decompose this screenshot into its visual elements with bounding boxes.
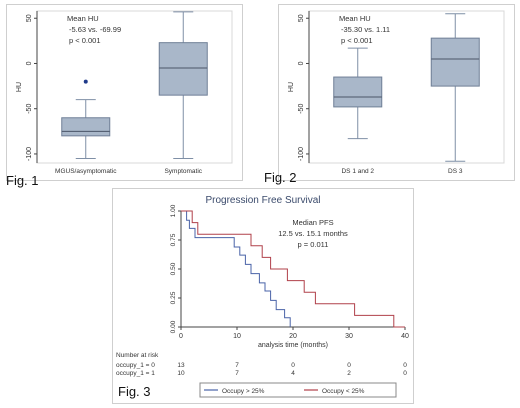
- survival-curve-1: [181, 210, 291, 327]
- box-iqr: [158, 42, 208, 96]
- annotation-line: -35.30 vs. 1.11: [341, 25, 390, 34]
- fig1-label: Fig. 1: [6, 173, 39, 188]
- fig2-label: Fig. 2: [264, 170, 297, 185]
- x-tick-label: 10: [233, 333, 241, 340]
- risk-table-value: 13: [177, 362, 185, 369]
- x-tick-label: 0: [179, 333, 183, 340]
- y-tick-label: -100: [298, 147, 305, 161]
- survival-curve-2: [181, 210, 405, 328]
- risk-table-row-label: occupy_1 = 1: [116, 370, 155, 377]
- y-tick-label: -50: [26, 104, 33, 114]
- y-tick-label: 0.75: [170, 233, 177, 246]
- annotation-line: 12.5 vs. 15.1 months: [278, 229, 348, 238]
- x-category-label: MGUS/asymptomatic: [55, 168, 117, 175]
- annotation-line: Mean HU: [67, 14, 99, 23]
- fig3-panel: Progression Free Survival 0.00 0.25 0.50 0.7…: [112, 188, 414, 404]
- x-tick-label: 40: [401, 333, 409, 340]
- x-category-label: Symptomatic: [164, 168, 202, 175]
- y-axis-label: HU: [288, 82, 295, 92]
- risk-table-value: 0: [291, 362, 295, 369]
- outlier-point: [83, 79, 88, 84]
- box-2: [158, 11, 208, 159]
- annotation-line: p < 0.001: [69, 36, 101, 45]
- fig1-panel: -100 -50 0 50 HU Mean HU -5.63 vs. -69.99 p < 0…: [6, 4, 243, 181]
- annotation-line: Mean HU: [339, 14, 371, 23]
- box-iqr: [61, 117, 111, 137]
- box-2: [430, 13, 480, 162]
- box-1: [333, 47, 383, 140]
- box-1: [61, 79, 111, 159]
- risk-table-heading: Number at risk: [116, 352, 159, 359]
- y-tick-label: 0.00: [170, 320, 177, 333]
- risk-table-value: 10: [177, 370, 185, 377]
- fig2-panel: -100 -50 0 50 HU Mean HU -35.30 vs. 1.11 p < 0.…: [278, 4, 515, 181]
- y-tick-label: 0: [26, 61, 33, 65]
- fig3-label: Fig. 3: [118, 384, 151, 399]
- y-tick-label: -50: [298, 104, 305, 114]
- y-tick-label: 0: [298, 61, 305, 65]
- chart-title: Progression Free Survival: [205, 195, 320, 206]
- fig1-box-plot: -100 -50 0 50 HU Mean HU -5.63 vs. -69.99 p < 0…: [16, 10, 233, 175]
- risk-table-value: 0: [347, 362, 351, 369]
- annotation-line: p < 0.001: [341, 36, 373, 45]
- risk-table-row-label: occupy_1 = 0: [116, 362, 155, 369]
- y-tick-label: -100: [26, 147, 33, 161]
- box-iqr: [333, 76, 383, 108]
- x-category-label: DS 1 and 2: [341, 168, 374, 175]
- legend-box: [199, 382, 397, 398]
- box-iqr: [430, 37, 480, 87]
- risk-table-value: 7: [235, 362, 239, 369]
- fig2-box-plot: -100 -50 0 50 HU Mean HU -35.30 vs. 1.11 p < 0.…: [288, 10, 505, 175]
- fig3-survival-plot: Progression Free Survival 0.00 0.25 0.50 0.7…: [116, 195, 409, 398]
- annotation-line: p = 0.011: [298, 240, 329, 249]
- y-tick-label: 50: [298, 14, 305, 22]
- x-axis-label: analysis time (months): [258, 342, 328, 349]
- risk-table-value: 2: [347, 370, 351, 377]
- x-tick-label: 30: [345, 333, 353, 340]
- risk-table-value: 7: [235, 370, 239, 377]
- risk-table-value: 0: [403, 362, 407, 369]
- legend: Occupy > 25% Occupy < 25%: [199, 382, 397, 398]
- y-axis-label: HU: [16, 82, 23, 92]
- annotation-line: -5.63 vs. -69.99: [69, 25, 121, 34]
- risk-table-value: 4: [291, 370, 295, 377]
- y-tick-label: 50: [26, 14, 33, 22]
- x-category-label: DS 3: [448, 168, 463, 175]
- y-tick-label: 0.50: [170, 262, 177, 275]
- legend-label-2: Occupy < 25%: [322, 388, 365, 395]
- y-tick-label: 0.25: [170, 291, 177, 304]
- annotation-line: Median PFS: [292, 218, 333, 227]
- legend-label-1: Occupy > 25%: [222, 388, 265, 395]
- x-tick-label: 20: [289, 333, 297, 340]
- risk-table-value: 0: [403, 370, 407, 377]
- y-tick-label: 1.00: [170, 204, 177, 217]
